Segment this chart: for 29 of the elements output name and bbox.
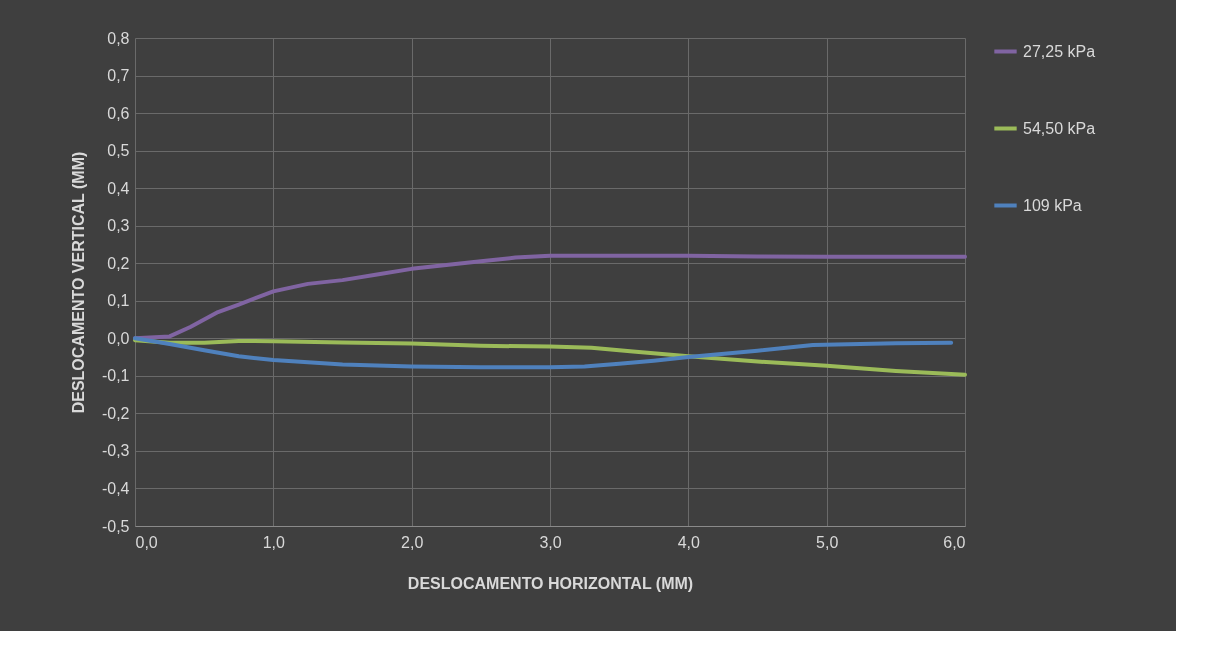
- y-tick-label: 0,3: [107, 217, 130, 235]
- y-tick-label: 0,4: [107, 179, 130, 197]
- y-tick-label: -0,1: [101, 367, 130, 385]
- legend-label: 54,50 kPa: [1023, 119, 1096, 137]
- y-tick-label: -0,2: [101, 404, 130, 422]
- y-tick-label: 0,1: [107, 292, 130, 310]
- legend-label: 27,25 kPa: [1023, 42, 1096, 60]
- y-tick-label: 0,6: [107, 104, 130, 122]
- y-tick-label: -0,3: [101, 442, 130, 460]
- x-tick-label: 2,0: [401, 533, 424, 551]
- x-tick-label: 5,0: [816, 533, 839, 551]
- y-tick-label: 0,7: [107, 67, 130, 85]
- line-series: [133, 338, 967, 377]
- y-tick-label: -0,5: [101, 517, 130, 535]
- y-tick-label: 0,8: [107, 29, 130, 47]
- y-tick-label: 0,0: [107, 329, 130, 347]
- y-tick-label: -0,4: [101, 479, 130, 497]
- line-series: [133, 336, 954, 370]
- x-axis-title: DESLOCAMENTO HORIZONTAL (MM): [407, 574, 694, 592]
- x-tick-label: 4,0: [677, 533, 701, 551]
- x-tick-label: 3,0: [539, 533, 562, 551]
- y-tick-label: 0,5: [107, 142, 130, 160]
- x-tick-label: 0,0: [135, 533, 158, 551]
- y-tick-label: 0,2: [107, 254, 130, 272]
- legend-label: 109 kPa: [1023, 196, 1082, 214]
- x-tick-label: 6,0: [943, 533, 966, 551]
- y-axis-title: DESLOCAMENTO VERTICAL (MM): [69, 151, 87, 414]
- x-tick-label: 1,0: [262, 533, 286, 551]
- line-series: [133, 253, 967, 341]
